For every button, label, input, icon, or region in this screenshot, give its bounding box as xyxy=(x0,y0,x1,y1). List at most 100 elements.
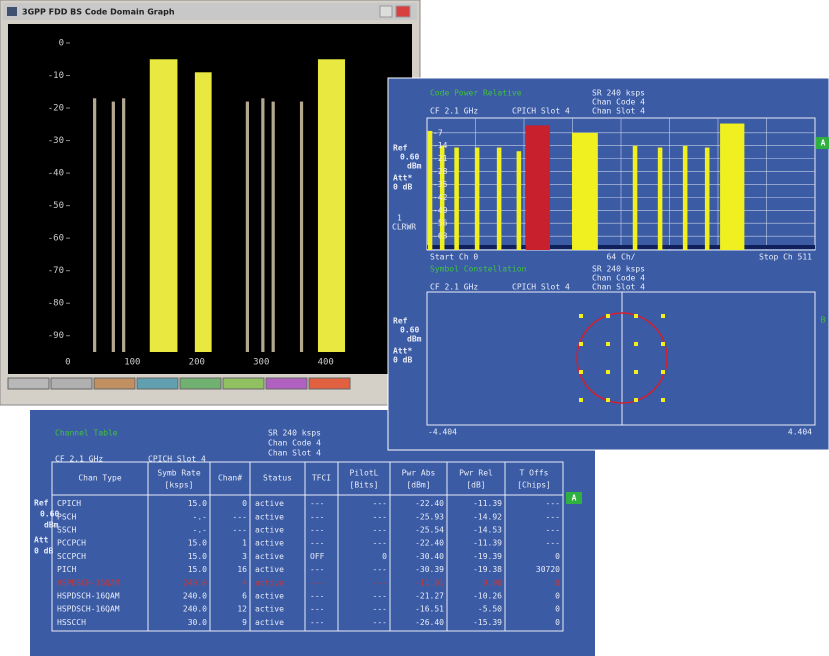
table-cell: PCCPCH xyxy=(57,539,86,548)
att-value: 0 dB xyxy=(393,356,412,365)
cf-label: CF 2.1 GHz xyxy=(430,283,478,292)
legend-swatch xyxy=(265,377,308,390)
table-cell: --- xyxy=(546,526,560,535)
table-cell: -22.40 xyxy=(415,499,444,508)
table-cell: -16.51 xyxy=(415,605,444,614)
column-unit: [dBm] xyxy=(406,481,430,490)
ref-label: Ref xyxy=(34,499,49,508)
start-label: Start Ch 0 xyxy=(430,253,478,262)
column-header: Pwr Abs xyxy=(402,469,436,478)
table-cell: 0 xyxy=(555,552,560,561)
trace-badge-label: A xyxy=(572,494,577,503)
unit-circle xyxy=(576,312,668,404)
table-cell: 0 xyxy=(555,578,560,587)
legend-swatch xyxy=(308,377,351,390)
ref-label: Ref xyxy=(393,317,408,326)
table-cell: -11.01 xyxy=(415,578,444,587)
code-bar xyxy=(271,101,275,352)
code-bar xyxy=(572,132,598,250)
symbol-point xyxy=(661,370,665,374)
cf-label: CF 2.1 GHz xyxy=(430,107,478,116)
y-tick-label: -20 xyxy=(48,104,64,114)
code-bar xyxy=(245,101,250,352)
code-bar xyxy=(111,101,115,352)
table-cell: 9 xyxy=(242,618,247,627)
y-tick-label: 0 xyxy=(59,39,64,49)
table-cell: 15.0 xyxy=(188,539,207,548)
table-cell: HSPDSCH-16QAM xyxy=(57,578,120,587)
y-tick-label: -21 xyxy=(433,154,448,163)
chan-code-label: Chan Code 4 xyxy=(268,439,321,448)
table-cell: --- xyxy=(373,578,387,587)
table-cell: -11.39 xyxy=(473,499,502,508)
table-cell: -26.40 xyxy=(415,618,444,627)
table-cell: active xyxy=(255,605,284,614)
analyzer-panel xyxy=(387,77,829,451)
table-border xyxy=(51,461,564,632)
constellation-title: Symbol Constellation xyxy=(430,265,527,274)
y-tick-label: -56 xyxy=(433,219,448,228)
table-cell: -19.39 xyxy=(473,552,502,561)
table-cell: -25.54 xyxy=(415,526,444,535)
table-cell: -30.40 xyxy=(415,552,444,561)
legend-swatch xyxy=(93,377,136,390)
table-cell: --- xyxy=(310,526,324,535)
y-tick-label: -35 xyxy=(433,180,448,189)
table-cell: --- xyxy=(546,539,560,548)
table-cell: 15.0 xyxy=(188,552,207,561)
table-cell: -10.26 xyxy=(473,592,502,601)
table-cell: --- xyxy=(310,578,324,587)
table-cell: 0 xyxy=(555,618,560,627)
table-cell: 4 xyxy=(242,578,247,587)
ref-value: 0.60 xyxy=(400,326,419,335)
column-header: T Offs xyxy=(520,469,549,478)
table-cell: active xyxy=(255,592,284,601)
chan-code-label: Chan Code 4 xyxy=(592,98,645,107)
code-bar xyxy=(317,59,346,352)
table-cell: -21.27 xyxy=(415,592,444,601)
table-cell: -.- xyxy=(193,526,207,535)
table-cell: --- xyxy=(373,499,387,508)
trace-badge xyxy=(816,137,829,149)
y-tick-label: -50 xyxy=(48,201,64,211)
att-value: 0 dB xyxy=(34,547,53,556)
x-tick-label: 0 xyxy=(65,358,70,368)
table-cell: --- xyxy=(373,565,387,574)
symbol-point xyxy=(634,314,638,318)
column-unit: [Bits] xyxy=(350,481,379,490)
code-bar xyxy=(525,125,551,250)
table-cell: --- xyxy=(310,592,324,601)
code-bar xyxy=(93,98,97,352)
y-tick-label: -14 xyxy=(433,141,448,150)
y-tick-label: -40 xyxy=(48,169,64,179)
table-cell: --- xyxy=(373,592,387,601)
table-cell: 240.0 xyxy=(183,592,207,601)
code-bar xyxy=(657,147,663,250)
y-tick-label: -10 xyxy=(48,71,64,81)
y-tick-label: -63 xyxy=(433,232,448,241)
table-cell: 6 xyxy=(242,592,247,601)
symbol-point xyxy=(634,342,638,346)
code-power-title: Code Power Relative xyxy=(430,89,522,98)
table-cell: PICH xyxy=(57,565,76,574)
table-cell: --- xyxy=(310,512,324,521)
table-cell: PSCH xyxy=(57,512,76,521)
table-cell: --- xyxy=(310,618,324,627)
table-cell: --- xyxy=(310,565,324,574)
symbol-point xyxy=(606,370,610,374)
title-bar xyxy=(3,3,417,20)
x-tick-label: 200 xyxy=(189,358,205,368)
table-cell: --- xyxy=(546,512,560,521)
table-cell: -25.93 xyxy=(415,512,444,521)
code-bar xyxy=(194,72,212,352)
table-cell: --- xyxy=(373,539,387,548)
table-cell: 30.0 xyxy=(188,618,207,627)
table-cell: --- xyxy=(310,499,324,508)
x-tick-label: 300 xyxy=(253,358,269,368)
code-bar xyxy=(516,151,522,250)
column-unit: [dB] xyxy=(466,481,485,490)
table-cell: --- xyxy=(233,526,247,535)
trace-badge xyxy=(566,492,582,504)
legend-swatch xyxy=(179,377,222,390)
